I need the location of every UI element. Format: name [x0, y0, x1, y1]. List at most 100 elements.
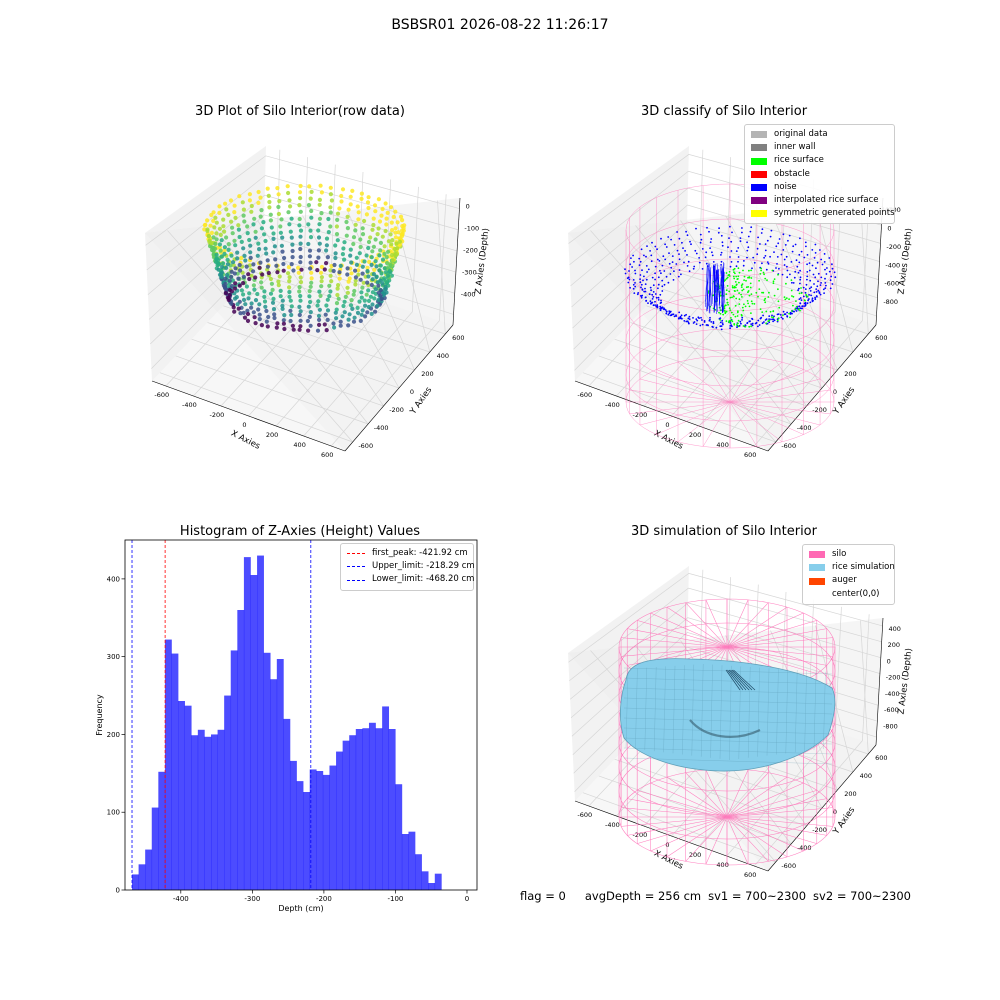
cls-noise-point [634, 282, 636, 284]
raw-z-axis-line [452, 197, 461, 326]
raw-point [397, 239, 402, 244]
histogram-bar [289, 760, 297, 890]
cls-noise-point [743, 260, 745, 262]
raw-point [317, 289, 322, 294]
raw-point [382, 276, 387, 281]
cls-rice-point [741, 296, 743, 298]
raw-point [276, 211, 281, 217]
cls-grid-y-wall [635, 225, 792, 425]
raw-point [241, 207, 246, 212]
raw-point [307, 294, 312, 299]
cls-noise-point [771, 314, 773, 317]
cls-noise-point [652, 304, 655, 307]
cls-rice-point [750, 269, 752, 272]
cls-noise-point [817, 280, 819, 283]
cls-rice-point [738, 271, 741, 274]
cls-silo-floor-spoke [729, 401, 758, 447]
raw-point [264, 319, 269, 324]
cls-rice-point [761, 291, 763, 294]
raw-point [245, 318, 251, 323]
cls-rice-point [764, 297, 767, 300]
cls-noise-point [815, 288, 818, 290]
cls-noise-point [688, 270, 691, 273]
raw-grid-z [151, 253, 454, 369]
histogram-bar [375, 728, 383, 890]
cls-noise-point [720, 264, 722, 266]
cls-rice-point [735, 275, 738, 278]
cls-noise-point [814, 298, 817, 301]
sim-silo-roof-spoke [621, 646, 728, 657]
classify-legend-swatch [751, 157, 767, 165]
cls-noise-point [650, 260, 653, 263]
cls-rice-point [731, 286, 734, 289]
raw-point [258, 195, 263, 200]
cls-rice-point [764, 301, 767, 304]
sim-silo-floor-spoke [726, 816, 817, 844]
raw-point [286, 210, 291, 215]
cls-noise-point [645, 300, 647, 302]
raw-3d-plot[interactable]: -600-400-2000200400600-600-400-200020040… [120, 125, 490, 465]
cls-noise-point [808, 269, 811, 272]
cls-noise-point [717, 231, 720, 234]
cls-noise-point [756, 247, 759, 250]
cls-noise-point [656, 306, 659, 309]
cls-noise-point [638, 264, 641, 266]
cls-noise-point [818, 292, 821, 294]
cls-noise-point [660, 306, 663, 309]
cls-silo-floor-spoke [729, 389, 831, 403]
raw-point [287, 279, 292, 284]
cls-rice-point [743, 303, 745, 306]
raw-ytick-label: -400 [374, 424, 389, 432]
raw-point [361, 280, 366, 285]
cls-noise-point [693, 265, 696, 268]
cls-rice-point [778, 306, 781, 309]
cls-noise-point [632, 283, 635, 286]
raw-point [297, 223, 302, 228]
cls-rice-point [777, 273, 779, 276]
cls-noise-point [757, 319, 760, 322]
cls-xtick-label: 600 [744, 451, 756, 459]
cls-noise-point [692, 317, 694, 319]
raw-point [297, 285, 302, 290]
raw-point [368, 235, 373, 240]
raw-point [400, 218, 405, 223]
raw-point [296, 270, 301, 275]
cls-rice-point [724, 312, 727, 315]
cls-rice-point [789, 316, 791, 319]
raw-point [225, 272, 230, 278]
raw-point [278, 288, 283, 293]
raw-point [222, 229, 227, 234]
histogram-bar [164, 639, 172, 890]
raw-point [278, 224, 283, 229]
raw-point [287, 275, 292, 280]
raw-point [291, 327, 296, 332]
raw-point [353, 222, 358, 227]
cls-auger-noise-cluster [705, 262, 726, 315]
raw-point [393, 226, 398, 231]
raw-point [329, 279, 334, 284]
raw-point [245, 311, 251, 317]
raw-point [342, 299, 347, 304]
cls-noise-point [663, 270, 666, 272]
cls-rice-point [736, 289, 739, 292]
raw-point [327, 294, 332, 299]
cls-noise-point [739, 237, 742, 240]
cls-noise-point [659, 269, 661, 272]
raw-point [253, 298, 259, 303]
raw-point [236, 227, 241, 232]
simulation-3d-plot[interactable]: -600-400-2000200400600-600-400-200020040… [545, 545, 920, 880]
raw-ytick-label: 600 [452, 334, 464, 342]
raw-point [252, 287, 257, 292]
raw-point [340, 252, 345, 257]
raw-point [370, 277, 375, 282]
cls-noise-point [824, 282, 827, 284]
raw-point [344, 233, 349, 238]
raw-point [308, 196, 313, 201]
raw-point [338, 319, 343, 324]
classify-3d-plot[interactable]: -600-400-2000200400600-600-400-200020040… [545, 125, 920, 465]
cls-rice-point [800, 287, 802, 289]
raw-point [382, 251, 387, 256]
cls-rice-point [737, 310, 739, 312]
sim-silo-floor-spoke [726, 769, 749, 818]
